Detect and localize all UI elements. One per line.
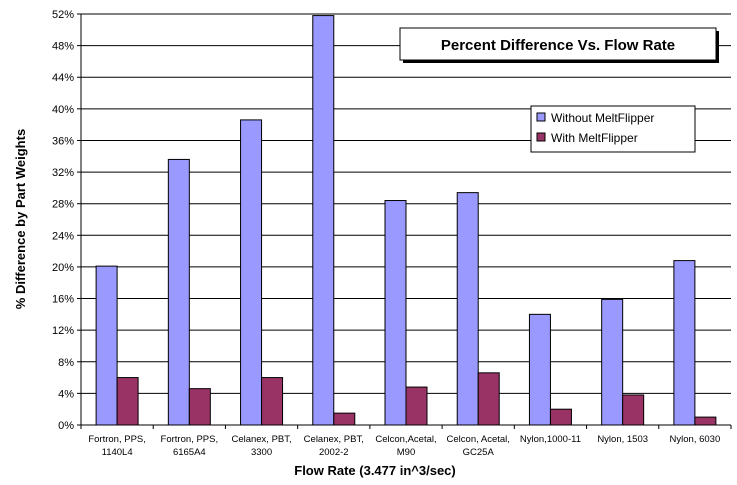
bar-with-meltflipper [261, 377, 284, 426]
category-labels: Fortron, PPS, 1140L4 Fortron, PPS, 6165A4 Ce… [80, 425, 732, 458]
chart-title: Percent Difference Vs. Flow Rate [441, 37, 675, 54]
category-label: Celcon, Acetal, GC25A [447, 434, 510, 458]
bar-with-meltflipper [333, 412, 356, 426]
legend-swatch [536, 112, 546, 122]
category-label: Celanex, PBT, 3300 [231, 434, 291, 458]
bar-without-meltflipper [456, 192, 479, 426]
legend: Without MeltFlipper With MeltFlipper [530, 105, 696, 153]
y-tick-label: 52% [52, 9, 74, 21]
y-tick-labels: 0% 4% 8% 12% 16% 20% 24% 28% 32% 36% 40% 44% 48% 52% [52, 9, 74, 432]
category-label: Fortron, PPS, 1140L4 [88, 434, 146, 458]
y-tick-label: 36% [52, 135, 74, 147]
bar-without-meltflipper [95, 265, 118, 426]
bar-without-meltflipper [384, 200, 407, 426]
category-label: Nylon,1000-11 [520, 434, 581, 445]
y-axis-title: % Difference by Part Weights [13, 129, 28, 309]
y-tick-label: 16% [52, 294, 74, 306]
bar-with-meltflipper [405, 386, 428, 426]
chart-title-box: Percent Difference Vs. Flow Rate [399, 27, 719, 63]
category-label: Nylon, 1503 [597, 434, 648, 445]
bar-without-meltflipper [528, 313, 551, 426]
legend-swatch [536, 132, 546, 142]
bar-with-meltflipper [116, 377, 139, 426]
y-tick-label: 32% [52, 167, 74, 179]
x-axis-title: Flow Rate (3.477 in^3/sec) [294, 463, 455, 478]
bar-without-meltflipper [167, 158, 190, 426]
legend-label: Without MeltFlipper [551, 111, 654, 125]
y-tick-label: 40% [52, 104, 74, 116]
bar-with-meltflipper [188, 388, 211, 426]
y-tick-label: 20% [52, 262, 74, 274]
bar-with-meltflipper [622, 394, 645, 426]
y-tick-label: 44% [52, 72, 74, 84]
bar-with-meltflipper [694, 416, 717, 426]
bar-without-meltflipper [673, 260, 696, 426]
y-tick-label: 8% [58, 357, 74, 369]
y-tick-label: 48% [52, 41, 74, 53]
bar-with-meltflipper [549, 408, 572, 426]
bar-with-meltflipper [477, 372, 500, 426]
category-label: Celcon,Acetal, M90 [375, 434, 436, 458]
y-tick-label: 0% [58, 420, 74, 432]
bar-without-meltflipper [312, 15, 335, 426]
y-tick-label: 12% [52, 325, 74, 337]
y-tick-label: 24% [52, 230, 74, 242]
y-tick-label: 28% [52, 199, 74, 211]
bars [95, 15, 717, 426]
y-tick-label: 4% [58, 388, 74, 400]
category-label: Fortron, PPS, 6165A4 [161, 434, 219, 458]
bar-without-meltflipper [601, 298, 624, 426]
category-label: Nylon, 6030 [670, 434, 721, 445]
category-label: Celanex, PBT, 2002-2 [304, 434, 364, 458]
bar-without-meltflipper [240, 119, 263, 426]
legend-label: With MeltFlipper [551, 131, 638, 145]
